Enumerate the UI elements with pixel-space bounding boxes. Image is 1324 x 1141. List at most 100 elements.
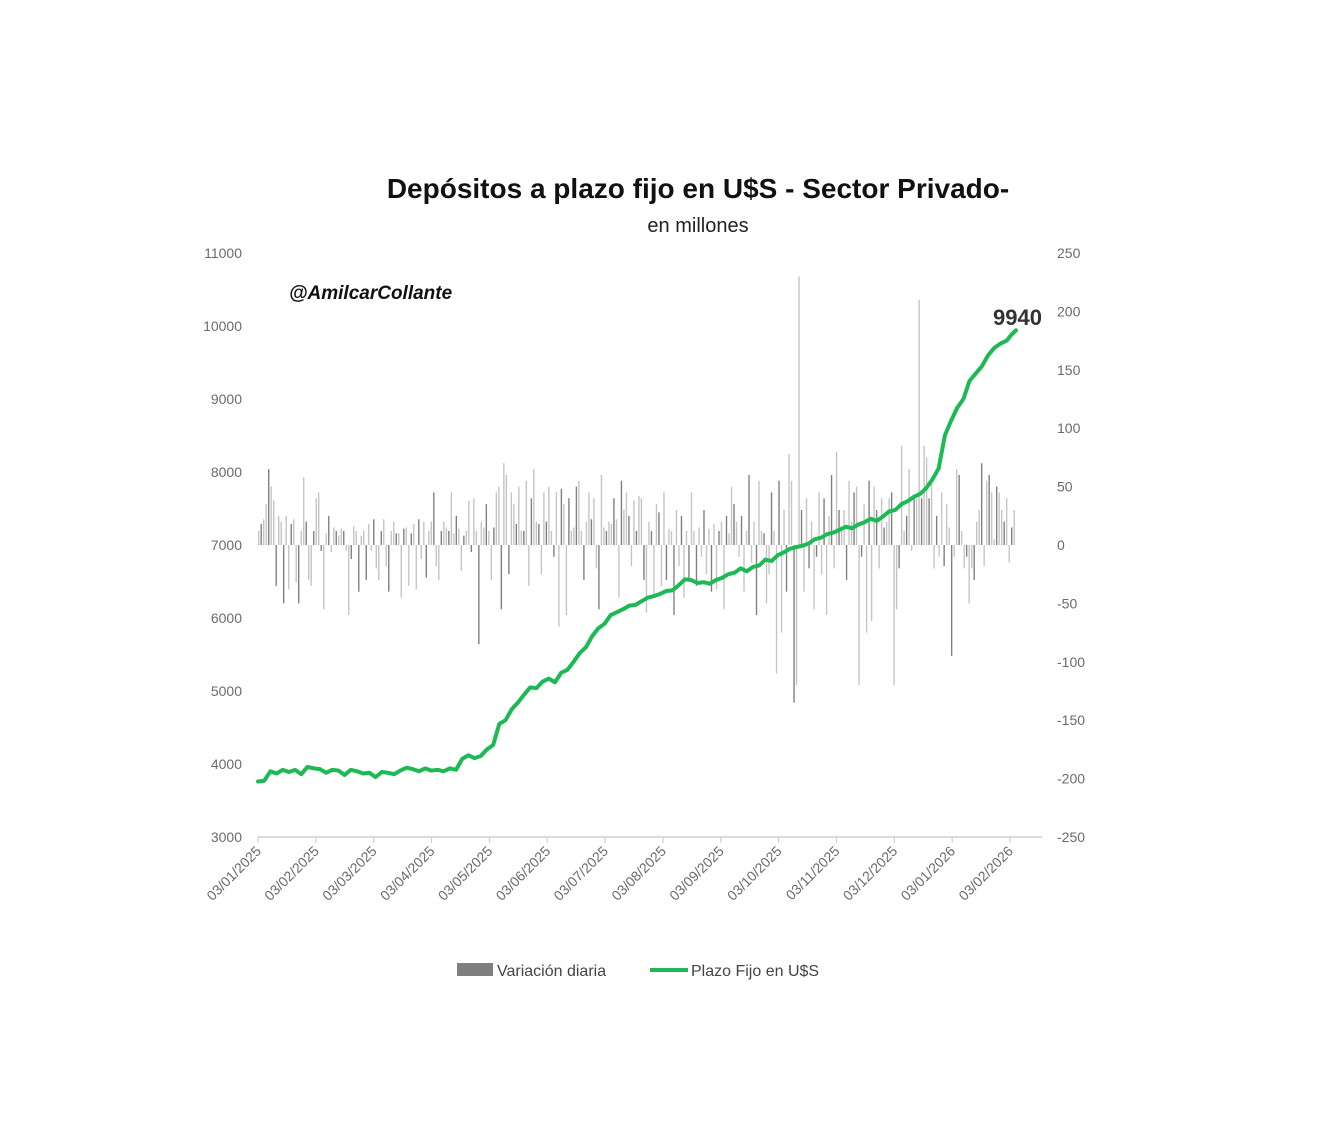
bar xyxy=(258,530,260,545)
bar xyxy=(910,545,913,551)
bar xyxy=(313,530,315,545)
bar xyxy=(830,474,833,545)
bar xyxy=(383,519,385,545)
bar xyxy=(618,545,620,598)
bar xyxy=(928,498,930,545)
bar xyxy=(265,504,267,545)
bar xyxy=(380,530,382,545)
bar xyxy=(708,528,710,545)
last-value-label: 9940 xyxy=(993,305,1042,330)
bar xyxy=(900,445,903,545)
bar xyxy=(615,519,618,545)
bar xyxy=(973,545,975,581)
bar xyxy=(608,521,610,545)
bar xyxy=(420,545,422,560)
y-right-tick-label: -150 xyxy=(1057,712,1085,728)
bar xyxy=(388,545,390,592)
bar xyxy=(368,523,370,545)
y-left-tick-label: 5000 xyxy=(211,683,242,699)
bar xyxy=(935,515,938,545)
bar xyxy=(958,474,960,545)
legend-swatch-bars xyxy=(457,963,493,976)
bar xyxy=(875,509,878,545)
bar xyxy=(978,509,980,545)
bar xyxy=(788,453,790,545)
bar xyxy=(315,498,317,545)
bar xyxy=(995,486,998,545)
bar xyxy=(438,545,440,581)
bar xyxy=(403,528,405,545)
bar xyxy=(458,528,460,545)
watermark: @AmilcarCollante xyxy=(289,283,453,304)
bar xyxy=(295,545,297,583)
bar xyxy=(945,504,948,545)
bar xyxy=(645,545,648,613)
bar xyxy=(393,521,395,545)
bar xyxy=(713,523,715,545)
bar xyxy=(278,515,280,545)
bar xyxy=(518,486,520,545)
bar xyxy=(925,457,928,545)
bar xyxy=(685,530,688,545)
bar xyxy=(470,545,473,553)
bar xyxy=(300,530,302,545)
bar xyxy=(260,523,262,545)
y-left-tick-label: 7000 xyxy=(211,537,242,553)
bar xyxy=(630,545,633,567)
bar xyxy=(613,498,615,545)
bar xyxy=(453,533,455,545)
x-tick-label: 03/01/2026 xyxy=(897,843,958,904)
bar xyxy=(835,451,838,545)
bar xyxy=(970,545,973,569)
y-axis-right: 250 200 150 100 50 0 -50 -100 -150 -200 -250 xyxy=(1057,245,1085,845)
bar xyxy=(578,480,580,545)
bar xyxy=(288,545,290,590)
bar xyxy=(793,545,795,703)
bar xyxy=(445,527,447,545)
bar xyxy=(855,486,858,545)
x-tick-label: 03/07/2025 xyxy=(550,843,611,904)
bar xyxy=(350,545,352,560)
bar xyxy=(413,523,415,545)
bar xyxy=(385,545,387,567)
bar xyxy=(660,545,663,586)
bar xyxy=(553,545,555,557)
bar xyxy=(555,492,558,545)
bar xyxy=(390,530,392,545)
bar xyxy=(943,545,945,567)
bar xyxy=(463,535,465,545)
bar xyxy=(690,492,693,545)
bar xyxy=(858,545,860,686)
bar xyxy=(710,545,713,592)
bar xyxy=(980,463,983,545)
bar xyxy=(460,545,463,571)
x-tick-label: 03/10/2025 xyxy=(724,843,785,904)
y-left-tick-label: 3000 xyxy=(211,829,242,845)
bar xyxy=(573,527,575,545)
bar xyxy=(440,530,442,545)
bar xyxy=(483,527,485,545)
bar xyxy=(545,521,548,545)
y-left-tick-label: 11000 xyxy=(204,245,242,261)
bar xyxy=(345,545,347,551)
bar xyxy=(755,545,758,616)
y-left-tick-label: 4000 xyxy=(211,756,242,772)
bar xyxy=(418,519,420,545)
bar xyxy=(365,545,367,581)
x-tick-label: 03/12/2025 xyxy=(840,843,901,904)
bar xyxy=(740,515,743,545)
bar xyxy=(528,545,530,586)
bar xyxy=(965,545,968,557)
bar xyxy=(508,545,510,575)
bar xyxy=(915,498,918,545)
bar xyxy=(535,521,538,545)
bar xyxy=(738,545,740,557)
bar xyxy=(318,492,320,545)
bar xyxy=(303,477,305,545)
bar xyxy=(490,545,493,581)
x-tick-label: 03/09/2025 xyxy=(666,843,727,904)
x-tick-label: 03/11/2025 xyxy=(782,843,842,903)
bar xyxy=(810,521,813,545)
bar xyxy=(268,469,270,545)
bar xyxy=(570,530,573,545)
